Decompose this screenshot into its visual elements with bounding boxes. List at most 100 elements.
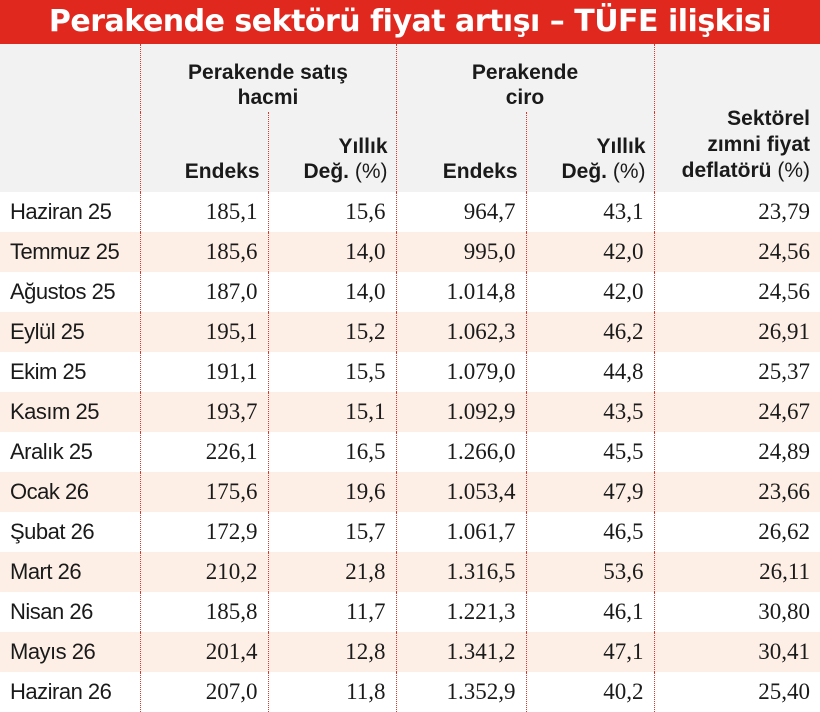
volume-yoy-cell: 15,1 bbox=[268, 392, 397, 432]
header-blank-2 bbox=[0, 112, 141, 192]
volume-yoy-cell: 11,7 bbox=[268, 592, 397, 632]
group-header-turnover-line1: Perakende bbox=[471, 61, 579, 84]
turnover-yoy-cell: 42,0 bbox=[526, 272, 655, 312]
month-cell: Eylül 25 bbox=[0, 312, 141, 352]
deflator-cell: 24,67 bbox=[654, 392, 820, 432]
column-header-deflator: Sektörel zımni fiyat deflatörü (%) bbox=[654, 44, 820, 192]
endeks-label: Endeks bbox=[442, 160, 518, 183]
volume-yoy-cell: 15,2 bbox=[268, 312, 397, 352]
column-header-volume-yoy: Yıllık Değ. (%) bbox=[268, 112, 397, 192]
turnover-yoy-cell: 40,2 bbox=[526, 672, 655, 712]
pct-label: (%) bbox=[612, 160, 646, 183]
volume-index-cell: 226,1 bbox=[140, 432, 269, 472]
turnover-yoy-cell: 47,1 bbox=[526, 632, 655, 672]
table-row: Eylül 25 195,1 15,2 1.062,3 46,2 26,91 bbox=[0, 312, 820, 352]
deflator-cell: 30,41 bbox=[654, 632, 820, 672]
volume-index-cell: 187,0 bbox=[140, 272, 269, 312]
deflator-cell: 24,89 bbox=[654, 432, 820, 472]
volume-yoy-cell: 16,5 bbox=[268, 432, 397, 472]
table-row: Ekim 25 191,1 15,5 1.079,0 44,8 25,37 bbox=[0, 352, 820, 392]
volume-index-cell: 195,1 bbox=[140, 312, 269, 352]
header-row-groups: Perakende satış hacmi Perakende ciro Sek… bbox=[0, 44, 820, 192]
deflator-head-unit: (%) bbox=[777, 159, 811, 182]
table-title: Perakende sektörü fiyat artışı – TÜFE il… bbox=[0, 0, 820, 44]
deflator-cell: 26,91 bbox=[654, 312, 820, 352]
table-row: Mayıs 26 201,4 12,8 1.341,2 47,1 30,41 bbox=[0, 632, 820, 672]
turnover-yoy-cell: 46,1 bbox=[526, 592, 655, 632]
volume-yoy-cell: 14,0 bbox=[268, 232, 397, 272]
volume-index-cell: 175,6 bbox=[140, 472, 269, 512]
pct-label: (%) bbox=[354, 160, 388, 183]
turnover-index-cell: 1.316,5 bbox=[396, 552, 527, 592]
volume-yoy-cell: 11,8 bbox=[268, 672, 397, 712]
month-cell: Mayıs 26 bbox=[0, 632, 141, 672]
month-cell: Mart 26 bbox=[0, 552, 141, 592]
turnover-yoy-cell: 43,1 bbox=[526, 192, 655, 232]
month-cell: Temmuz 25 bbox=[0, 232, 141, 272]
volume-index-cell: 207,0 bbox=[140, 672, 269, 712]
table-row: Haziran 25 185,1 15,6 964,7 43,1 23,79 bbox=[0, 192, 820, 232]
deflator-cell: 26,11 bbox=[654, 552, 820, 592]
table-row: Aralık 25 226,1 16,5 1.266,0 45,5 24,89 bbox=[0, 432, 820, 472]
header-blank bbox=[0, 44, 141, 112]
yillik-label: Yıllık bbox=[596, 135, 646, 158]
month-cell: Nisan 26 bbox=[0, 592, 141, 632]
column-header-volume-index: Endeks bbox=[140, 112, 269, 192]
volume-yoy-cell: 15,6 bbox=[268, 192, 397, 232]
header-row-columns: Endeks Yıllık Değ. (%) Endeks Yıllık Değ… bbox=[0, 112, 820, 192]
volume-index-cell: 185,1 bbox=[140, 192, 269, 232]
turnover-yoy-cell: 44,8 bbox=[526, 352, 655, 392]
month-cell: Aralık 25 bbox=[0, 432, 141, 472]
volume-index-cell: 191,1 bbox=[140, 352, 269, 392]
table-row: Temmuz 25 185,6 14,0 995,0 42,0 24,56 bbox=[0, 232, 820, 272]
deflator-cell: 26,62 bbox=[654, 512, 820, 552]
table-row: Haziran 26 207,0 11,8 1.352,9 40,2 25,40 bbox=[0, 672, 820, 712]
table-row: Ocak 26 175,6 19,6 1.053,4 47,9 23,66 bbox=[0, 472, 820, 512]
volume-yoy-cell: 14,0 bbox=[268, 272, 397, 312]
turnover-index-cell: 1.014,8 bbox=[396, 272, 527, 312]
data-table: Perakende satış hacmi Perakende ciro Sek… bbox=[0, 44, 820, 712]
turnover-yoy-cell: 42,0 bbox=[526, 232, 655, 272]
turnover-index-cell: 964,7 bbox=[396, 192, 527, 232]
table-row: Ağustos 25 187,0 14,0 1.014,8 42,0 24,56 bbox=[0, 272, 820, 312]
turnover-yoy-cell: 46,5 bbox=[526, 512, 655, 552]
deg-label: Değ. bbox=[561, 160, 607, 183]
month-cell: Şubat 26 bbox=[0, 512, 141, 552]
turnover-index-cell: 1.053,4 bbox=[396, 472, 527, 512]
month-cell: Haziran 25 bbox=[0, 192, 141, 232]
deflator-cell: 30,80 bbox=[654, 592, 820, 632]
turnover-index-cell: 1.341,2 bbox=[396, 632, 527, 672]
month-cell: Ekim 25 bbox=[0, 352, 141, 392]
deflator-head-line1: Sektörel bbox=[727, 107, 811, 130]
month-cell: Kasım 25 bbox=[0, 392, 141, 432]
month-cell: Haziran 26 bbox=[0, 672, 141, 712]
column-header-turnover-yoy: Yıllık Değ. (%) bbox=[526, 112, 655, 192]
endeks-label: Endeks bbox=[184, 160, 260, 183]
volume-index-cell: 172,9 bbox=[140, 512, 269, 552]
turnover-index-cell: 1.352,9 bbox=[396, 672, 527, 712]
table-body: Haziran 25 185,1 15,6 964,7 43,1 23,79 Temmuz … bbox=[0, 192, 820, 712]
volume-index-cell: 210,2 bbox=[140, 552, 269, 592]
turnover-index-cell: 1.061,7 bbox=[396, 512, 527, 552]
volume-index-cell: 201,4 bbox=[140, 632, 269, 672]
table-row: Mart 26 210,2 21,8 1.316,5 53,6 26,11 bbox=[0, 552, 820, 592]
table-row: Kasım 25 193,7 15,1 1.092,9 43,5 24,67 bbox=[0, 392, 820, 432]
deflator-cell: 25,37 bbox=[654, 352, 820, 392]
group-header-volume-line1: Perakende satış bbox=[188, 61, 348, 84]
turnover-index-cell: 995,0 bbox=[396, 232, 527, 272]
turnover-yoy-cell: 46,2 bbox=[526, 312, 655, 352]
volume-yoy-cell: 15,5 bbox=[268, 352, 397, 392]
deg-label: Değ. bbox=[303, 160, 349, 183]
month-cell: Ağustos 25 bbox=[0, 272, 141, 312]
group-header-volume: Perakende satış hacmi bbox=[140, 44, 397, 112]
deflator-head-line2: zımni fiyat bbox=[707, 133, 811, 156]
group-header-turnover-line2: ciro bbox=[505, 86, 545, 109]
deflator-head-line3: deflatörü bbox=[681, 159, 772, 182]
volume-yoy-cell: 15,7 bbox=[268, 512, 397, 552]
volume-index-cell: 193,7 bbox=[140, 392, 269, 432]
volume-yoy-cell: 21,8 bbox=[268, 552, 397, 592]
turnover-yoy-cell: 45,5 bbox=[526, 432, 655, 472]
turnover-yoy-cell: 43,5 bbox=[526, 392, 655, 432]
turnover-yoy-cell: 53,6 bbox=[526, 552, 655, 592]
volume-yoy-cell: 19,6 bbox=[268, 472, 397, 512]
